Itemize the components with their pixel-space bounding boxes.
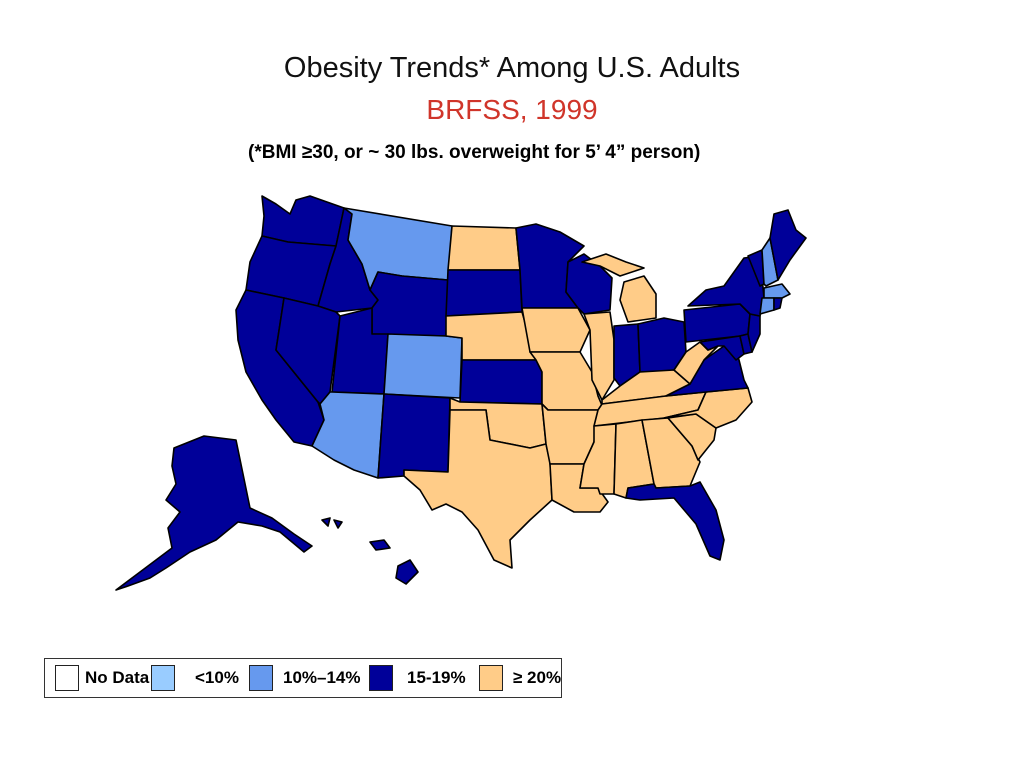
state-wyoming xyxy=(369,271,449,337)
bmi-footnote: (*BMI ≥30, or ~ 30 lbs. overweight for 5… xyxy=(248,142,701,163)
state-north-dakota xyxy=(447,225,521,271)
map-title: Obesity Trends* Among U.S. Adults xyxy=(283,52,741,84)
state-new-hampshire xyxy=(761,237,779,287)
legend-label: <10% xyxy=(195,668,239,687)
state-kansas xyxy=(459,359,543,405)
map-subtitle: BRFSS, 1999 xyxy=(426,94,598,125)
map-legend: No Data <10% 10%–14% 15-19% ≥ 20% xyxy=(44,658,562,698)
legend-label: No Data xyxy=(85,668,150,687)
state-arizona xyxy=(311,391,385,479)
state-iowa xyxy=(521,307,591,353)
state-illinois xyxy=(583,311,615,401)
state-maine xyxy=(769,209,807,281)
legend-swatch xyxy=(151,665,175,691)
legend-swatch xyxy=(479,665,503,691)
state-south-dakota xyxy=(445,269,523,317)
state-connecticut xyxy=(759,297,775,315)
state-virginia xyxy=(665,345,749,397)
legend-label: 10%–14% xyxy=(283,668,361,687)
legend-swatch xyxy=(249,665,273,691)
state-alaska xyxy=(115,435,313,591)
state-texas xyxy=(403,409,553,569)
state-colorado xyxy=(383,333,463,399)
state-wisconsin xyxy=(565,253,613,315)
legend-label: 15-19% xyxy=(407,668,466,687)
state-new-mexico xyxy=(377,393,451,479)
legend-swatch xyxy=(369,665,393,691)
legend-swatch xyxy=(55,665,79,691)
state-rhode-island xyxy=(773,297,783,311)
legend-label: ≥ 20% xyxy=(513,668,562,687)
state-florida xyxy=(625,481,725,561)
state-hawaii xyxy=(321,517,419,585)
state-massachusetts xyxy=(763,283,791,299)
state-michigan xyxy=(581,253,657,323)
